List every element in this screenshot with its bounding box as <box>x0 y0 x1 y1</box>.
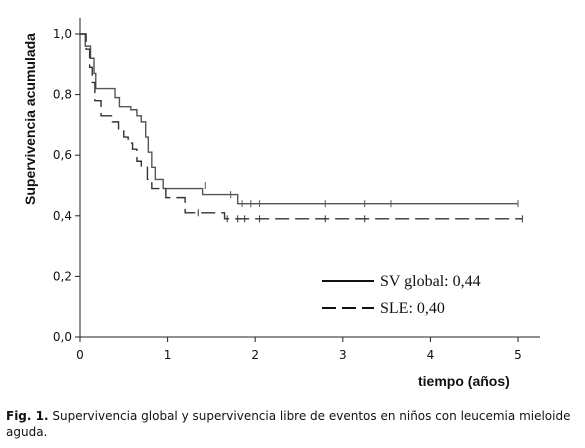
y-tick-label: 0,0 <box>53 330 72 344</box>
y-axis-title: Supervivencia acumulada <box>22 33 38 205</box>
x-tick-label: 5 <box>514 348 522 362</box>
chart-series <box>80 33 523 223</box>
x-tick-label: 1 <box>164 348 172 362</box>
legend-label-1: SV global: 0,44 <box>380 273 481 290</box>
x-tick-label: 0 <box>76 348 84 362</box>
x-tick-label: 3 <box>339 348 347 362</box>
y-tick-label: 0,4 <box>53 209 72 223</box>
y-tick-label: 0,6 <box>53 148 72 162</box>
legend-label-2: SLE: 0,40 <box>380 300 445 317</box>
y-tick-label: 1,0 <box>53 27 72 41</box>
series-line-2 <box>80 33 523 220</box>
survival-chart: 0 1 2 3 4 5 0,0 0,2 0,4 0,6 0,8 1,0 SV global: 0,44… <box>22 18 540 389</box>
x-tick-label: 2 <box>251 348 259 362</box>
figure-caption-label: Fig. 1. <box>6 409 49 423</box>
y-tick-label: 0,2 <box>53 269 72 283</box>
figure-caption-text: Supervivencia global y supervivencia lib… <box>6 409 571 439</box>
y-tick-label: 0,8 <box>53 88 72 102</box>
figure-caption: Fig. 1. Supervivencia global y supervive… <box>6 408 581 440</box>
chart-legend: SV global: 0,44 SLE: 0,40 <box>322 273 481 317</box>
chart-axes: 0 1 2 3 4 5 0,0 0,2 0,4 0,6 0,8 1,0 <box>53 18 540 362</box>
x-tick-label: 4 <box>427 348 435 362</box>
series-line-1 <box>80 33 518 205</box>
x-axis-title: tiempo (años) <box>418 373 510 389</box>
